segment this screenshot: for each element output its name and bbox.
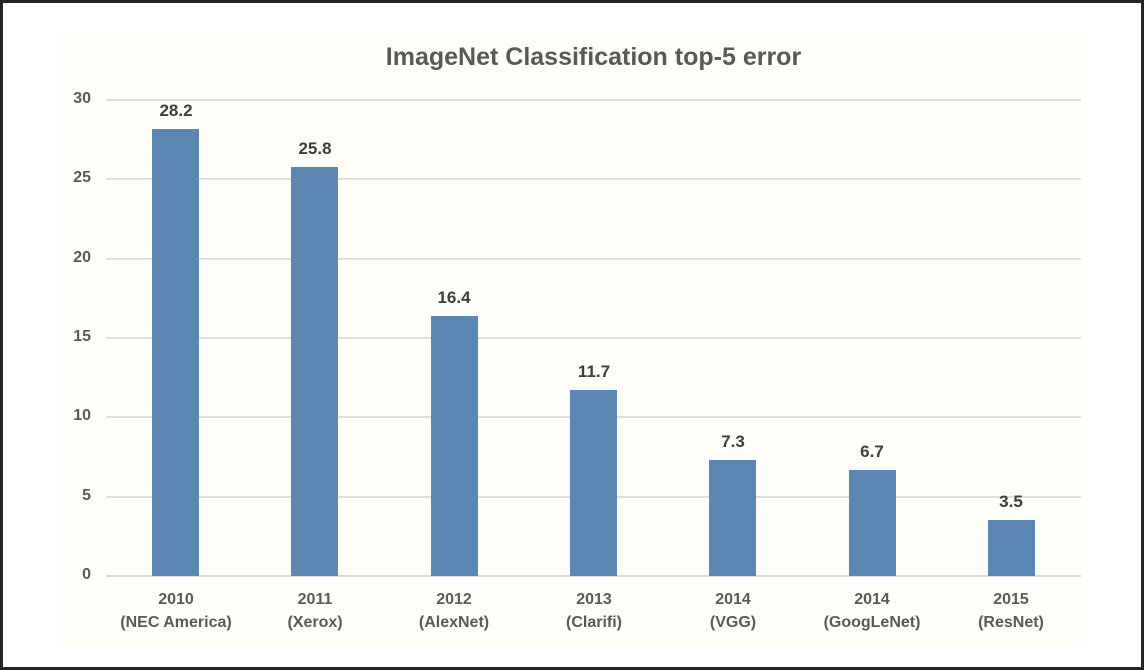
- gridline-y-20: [106, 257, 1081, 260]
- bar-value-label: 16.4: [437, 288, 471, 307]
- gridline-y-25: [106, 178, 1081, 181]
- category-year: 2012: [436, 591, 472, 608]
- y-tick-label: 30: [73, 90, 91, 107]
- bar-2011-1: [291, 167, 338, 576]
- x-category-label: 2010 (NEC America): [96, 588, 256, 634]
- bar-2014-5: [849, 470, 896, 576]
- bar-2014-4: [709, 460, 756, 576]
- bar-2015-6: [988, 520, 1035, 576]
- x-category-label: 2013 (Clarifi): [514, 588, 674, 634]
- category-year: 2013: [576, 591, 612, 608]
- gridline-y-30: [106, 99, 1081, 101]
- y-tick-label: 5: [82, 486, 91, 504]
- y-tick-label: 15: [73, 328, 91, 345]
- x-category-label: 2012 (AlexNet): [374, 588, 534, 634]
- bar-2013-3: [570, 390, 617, 576]
- category-system: (VGG): [709, 614, 757, 631]
- bar-value-label: 11.7: [577, 362, 611, 381]
- plot-area: 28.2 25.8 16.4 11.7 7.3 6.7 3.5: [106, 99, 1081, 577]
- x-category-label: 2014 (GoogLeNet): [792, 588, 952, 634]
- gridline-y-15: [106, 337, 1081, 339]
- bar-2010-0: [152, 129, 199, 576]
- category-year: 2014: [715, 591, 751, 608]
- bar-2012-2: [431, 316, 478, 576]
- category-system: (ResNet): [978, 614, 1044, 631]
- category-system: (GoogLeNet): [823, 614, 921, 631]
- chart-title: ImageNet Classification top-5 error: [385, 43, 802, 71]
- category-system: (AlexNet): [418, 614, 490, 631]
- category-year: 2010: [158, 591, 194, 608]
- category-year: 2011: [297, 591, 333, 608]
- x-category-label: 2011 (Xerox): [235, 588, 395, 634]
- y-tick-label: 0: [82, 566, 91, 583]
- bar-value-label: 25.8: [298, 139, 332, 158]
- y-tick-label: 25: [73, 169, 91, 187]
- category-system: (Clarifi): [566, 614, 622, 631]
- x-category-label: 2015 (ResNet): [931, 588, 1091, 634]
- category-system: (NEC America): [120, 614, 232, 631]
- bar-value-label: 6.7: [860, 442, 884, 461]
- category-year: 2014: [854, 591, 890, 608]
- category-year: 2015: [993, 591, 1029, 608]
- y-tick-label: 10: [73, 407, 91, 425]
- x-category-label: 2014 (VGG): [653, 588, 813, 634]
- gridline-y-0: [106, 575, 1081, 577]
- category-system: (Xerox): [287, 614, 343, 631]
- bar-value-label: 28.2: [159, 101, 193, 120]
- bar-value-label: 7.3: [721, 432, 745, 451]
- y-tick-label: 20: [73, 248, 91, 266]
- bar-value-label: 3.5: [999, 492, 1023, 511]
